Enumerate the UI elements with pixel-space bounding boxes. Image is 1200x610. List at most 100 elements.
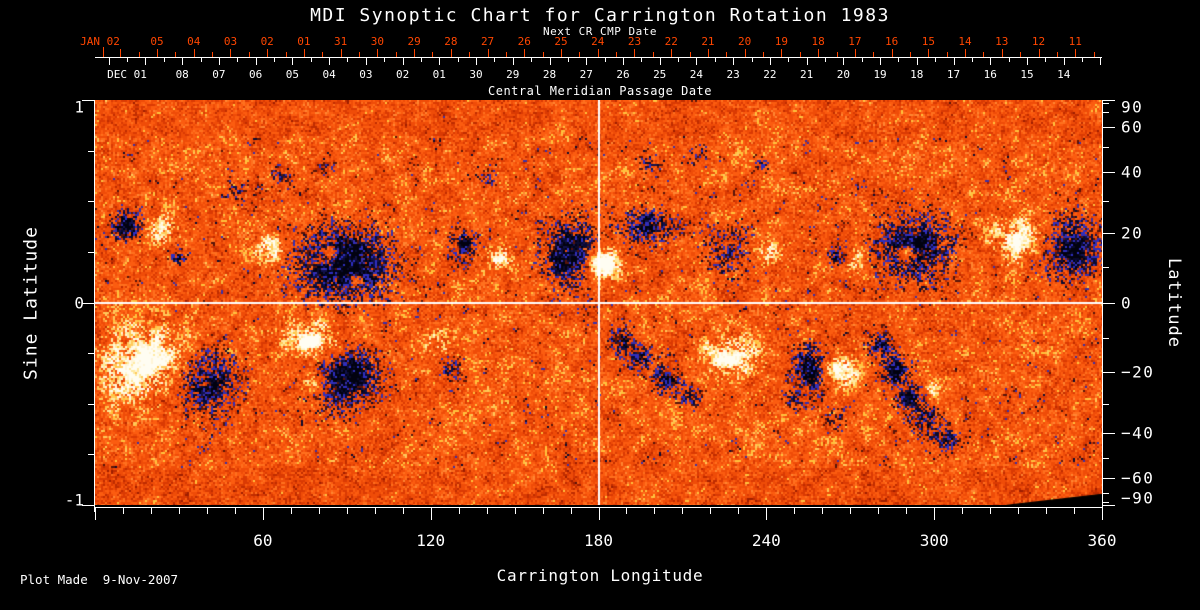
next-cr-day-label: 04 (187, 35, 201, 48)
cmp-halfday-tick (641, 58, 643, 62)
x-tick-label: 180 (584, 531, 613, 550)
next-cr-day-tick (744, 49, 746, 57)
next-cr-day-tick (965, 49, 967, 57)
x-minor-tick (794, 508, 796, 514)
next-cr-day-label: 25 (554, 35, 568, 48)
cmp-halfday-tick (347, 58, 349, 62)
right-minor-tick (1103, 337, 1109, 339)
x-minor-tick (682, 508, 684, 514)
next-cr-day-tick (561, 49, 563, 57)
next-cr-halfday-tick (285, 52, 287, 57)
next-cr-halfday-tick (799, 52, 801, 57)
x-minor-tick (150, 508, 152, 514)
next-cr-day-label: 23 (627, 35, 642, 48)
next-cr-day-tick (1001, 49, 1003, 57)
x-minor-tick (654, 508, 656, 514)
cmp-day-tick (769, 58, 771, 65)
cmp-day-tick (108, 58, 110, 65)
left-major-tick (82, 302, 94, 304)
next-cr-halfday-tick (616, 52, 618, 57)
next-cr-halfday-tick (469, 52, 471, 57)
magnetogram-heatmap (95, 100, 1102, 505)
left-minor-tick (88, 251, 94, 253)
x-minor-tick (626, 508, 628, 514)
next-cr-day-tick (1075, 49, 1077, 57)
cmp-day-tick (292, 58, 294, 65)
x-minor-tick (178, 508, 180, 514)
next-cr-halfday-tick (726, 52, 728, 57)
next-cr-halfday-tick (983, 52, 985, 57)
next-cr-day-tick (303, 49, 305, 57)
next-cr-halfday-tick (579, 52, 581, 57)
next-cr-halfday-tick (1056, 52, 1058, 57)
next-cr-day-label: 19 (774, 35, 789, 48)
cmp-day-tick (402, 58, 404, 65)
right-minor-tick (1103, 201, 1109, 203)
next-cr-day-label: 16 (884, 35, 899, 48)
next-cr-halfday-tick (542, 52, 544, 57)
right-major-tick (1103, 127, 1115, 129)
cmp-day-tick (990, 58, 992, 65)
next-cr-day-tick (524, 49, 526, 57)
cmp-day-label: 29 (506, 68, 520, 81)
next-cr-halfday-tick (1093, 52, 1095, 57)
cmp-day-label: 02 (395, 68, 410, 81)
cmp-halfday-tick (1082, 58, 1084, 62)
x-major-tick (766, 508, 768, 520)
right-major-tick (1103, 100, 1115, 101)
right-tick-label: −20 (1121, 362, 1155, 382)
cmp-halfday-tick (163, 58, 165, 62)
cmp-halfday-tick (384, 58, 386, 62)
right-major-tick (1103, 477, 1115, 479)
left-minor-tick (88, 353, 94, 355)
next-cr-day-tick (597, 49, 599, 57)
x-minor-tick (402, 508, 404, 514)
cmp-day-label: 22 (763, 68, 777, 81)
cmp-day-label: 23 (726, 68, 740, 81)
cmp-day-tick (622, 58, 624, 65)
next-cr-day-label: 18 (811, 35, 825, 48)
cmp-day-tick (659, 58, 661, 65)
cmp-halfday-tick (788, 58, 790, 62)
left-axis-line (94, 100, 95, 512)
x-minor-tick (122, 508, 124, 514)
next-cr-day-label: 13 (995, 35, 1009, 48)
right-tick-label: 20 (1121, 223, 1144, 243)
next-cr-day-tick (707, 49, 709, 57)
next-cr-halfday-tick (248, 52, 250, 57)
cmp-halfday-tick (1008, 58, 1010, 62)
left-major-tick (82, 505, 94, 506)
cmp-day-tick (806, 58, 808, 65)
next-cr-edge-label: JAN 02 (80, 35, 120, 48)
cmp-day-label: 17 (946, 68, 961, 81)
cmp-day-tick (365, 58, 367, 65)
right-minor-tick (1103, 403, 1109, 405)
cmp-day-tick (549, 58, 551, 65)
next-cr-day-tick (1038, 49, 1040, 57)
next-cr-day-tick (267, 49, 269, 57)
next-cr-day-tick (818, 49, 820, 57)
right-tick-label: 0 (1121, 293, 1133, 312)
cmp-day-tick (953, 58, 955, 65)
cmp-halfday-tick (1045, 58, 1047, 62)
x-minor-tick (570, 508, 572, 514)
cmp-day-label: 07 (212, 68, 226, 81)
x-tick-label: 240 (751, 531, 781, 550)
x-minor-tick (458, 508, 460, 514)
next-cr-day-label: 20 (738, 35, 752, 48)
next-cr-day-tick (230, 49, 232, 57)
cmp-day-label: 18 (910, 68, 924, 81)
cmp-halfday-tick (678, 58, 680, 62)
left-tick-label: 0 (74, 293, 84, 312)
left-axis-title: Sine Latitude (20, 226, 42, 380)
next-cr-day-tick (450, 49, 452, 57)
next-cr-halfday-tick (138, 52, 140, 57)
next-cr-halfday-tick (432, 52, 434, 57)
next-cr-day-label: 03 (223, 35, 238, 48)
cmp-halfday-tick (751, 58, 753, 62)
right-major-tick (1103, 371, 1115, 373)
cmp-day-tick (586, 58, 588, 65)
right-tick-label: −40 (1121, 423, 1155, 443)
next-cr-halfday-tick (395, 52, 397, 57)
